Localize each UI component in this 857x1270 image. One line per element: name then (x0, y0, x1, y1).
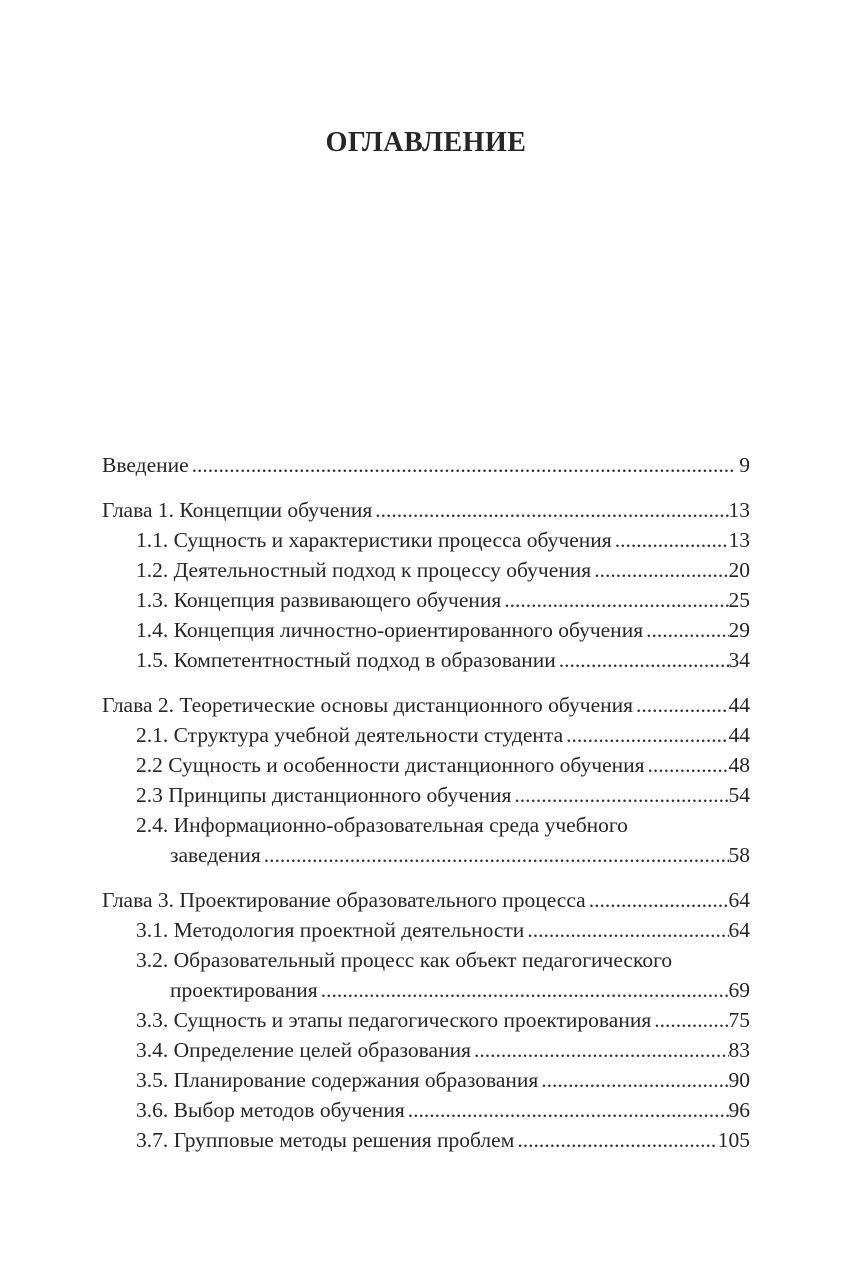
toc-entry: 2.2 Сущность и особенности дистанционног… (102, 750, 750, 780)
dot-leader (517, 1125, 717, 1155)
dot-leader (321, 975, 729, 1005)
toc-entry: 1.1. Сущность и характеристики процесса … (102, 525, 750, 555)
toc-entry-page: 34 (728, 648, 751, 672)
toc-entry-label: 2.3 Принципы дистанционного обучения (136, 783, 512, 807)
dot-leader (654, 1005, 728, 1035)
dot-leader (648, 750, 729, 780)
toc-entry-label: 2.4. Информационно-образовательная среда… (136, 813, 628, 837)
toc-entry-label: Глава 1. Концепции обучения (102, 498, 373, 522)
toc-entry: 1.5. Компетентностный подход в образован… (102, 645, 750, 675)
toc-entry-page: 13 (728, 498, 751, 522)
dot-leader (504, 585, 728, 615)
toc-entry-label: Введение (102, 453, 189, 477)
toc-entry-page: 29 (728, 618, 751, 642)
toc-entry-page: 96 (728, 1098, 751, 1122)
toc-entry-page: 44 (728, 693, 751, 717)
toc-entry-label: 3.2. Образовательный процесс как объект … (136, 948, 673, 972)
dot-leader (594, 555, 728, 585)
toc-entry-page: 64 (728, 888, 751, 912)
dot-leader (192, 450, 734, 480)
table-of-contents: Введение 9 Глава 1. Концепции обучения 1… (102, 450, 750, 1155)
toc-entry-label: Глава 2. Теоретические основы дистанцион… (102, 693, 634, 717)
toc-entry: 3.7. Групповые методы решения проблем 10… (102, 1125, 750, 1155)
toc-entry-page: 83 (728, 1038, 751, 1062)
dot-leader (408, 1095, 729, 1125)
toc-entry-label-continued: проектирования (170, 978, 318, 1002)
toc-entry: 3.5. Планирование содержания образования… (102, 1065, 750, 1095)
toc-entry-label: Глава 3. Проектирование образовательного… (102, 888, 586, 912)
toc-entry-label: 2.1. Структура учебной деятельности студ… (136, 723, 564, 747)
toc-entry: 1.2. Деятельностный подход к процессу об… (102, 555, 750, 585)
toc-entry: 3.3. Сущность и этапы педагогического пр… (102, 1005, 750, 1035)
toc-entry-label: 1.2. Деятельностный подход к процессу об… (136, 558, 592, 582)
page-title: ОГЛАВЛЕНИЕ (325, 127, 527, 158)
toc-entry-label-continued: заведения (170, 843, 261, 867)
toc-entry-page: 69 (728, 978, 751, 1002)
dot-leader (514, 780, 728, 810)
toc-entry: 2.4. Информационно-образовательная среда… (102, 810, 750, 870)
toc-entry-page: 90 (728, 1068, 751, 1092)
toc-entry: Глава 2. Теоретические основы дистанцион… (102, 690, 750, 720)
dot-leader (615, 525, 729, 555)
dot-leader (527, 915, 728, 945)
toc-entry-page: 75 (728, 1008, 751, 1032)
toc-entry-label: 3.6. Выбор методов обучения (136, 1098, 405, 1122)
dot-leader (566, 720, 728, 750)
toc-entry: 2.1. Структура учебной деятельности студ… (102, 720, 750, 750)
toc-entry-label: 1.5. Компетентностный подход в образован… (136, 648, 556, 672)
toc-entry: Глава 1. Концепции обучения 13 (102, 495, 750, 525)
dot-leader (264, 840, 729, 870)
toc-entry-label: 3.5. Планирование содержания образования (136, 1068, 539, 1092)
toc-entry-page: 25 (728, 588, 751, 612)
dot-leader (375, 495, 728, 525)
toc-entry-page: 105 (717, 1128, 750, 1152)
dot-leader (541, 1065, 728, 1095)
toc-entry: 3.4. Определение целей образования 83 (102, 1035, 750, 1065)
toc-entry-page: 64 (728, 918, 751, 942)
toc-entry-page: 58 (728, 843, 751, 867)
toc-entry: 1.3. Концепция развивающего обучения 25 (102, 585, 750, 615)
toc-entry: Введение 9 (102, 450, 750, 480)
dot-leader (646, 615, 728, 645)
toc-entry: 3.1. Методология проектной деятельности … (102, 915, 750, 945)
toc-entry-label: 3.7. Групповые методы решения проблем (136, 1128, 515, 1152)
toc-entry-label: 3.4. Определение целей образования (136, 1038, 471, 1062)
toc-entry-page: 9 (733, 453, 750, 477)
toc-entry: 3.2. Образовательный процесс как объект … (102, 945, 750, 1005)
toc-entry-label: 3.1. Методология проектной деятельности (136, 918, 525, 942)
toc-entry-page: 13 (728, 528, 751, 552)
toc-entry-page: 20 (728, 558, 751, 582)
toc-entry-page: 44 (728, 723, 751, 747)
toc-entry-page: 54 (728, 783, 751, 807)
toc-entry: 1.4. Концепция личностно-ориентированног… (102, 615, 750, 645)
toc-entry-page: 48 (728, 753, 751, 777)
toc-entry: Глава 3. Проектирование образовательного… (102, 885, 750, 915)
toc-entry-label: 3.3. Сущность и этапы педагогического пр… (136, 1008, 652, 1032)
dot-leader (589, 885, 729, 915)
toc-entry-label: 1.3. Концепция развивающего обучения (136, 588, 502, 612)
dot-leader (559, 645, 729, 675)
dot-leader (474, 1035, 729, 1065)
toc-entry: 3.6. Выбор методов обучения 96 (102, 1095, 750, 1125)
toc-entry: 2.3 Принципы дистанционного обучения 54 (102, 780, 750, 810)
toc-entry-label: 2.2 Сущность и особенности дистанционног… (136, 753, 645, 777)
dot-leader (636, 690, 728, 720)
toc-entry-label: 1.4. Концепция личностно-ориентированног… (136, 618, 644, 642)
toc-entry-label: 1.1. Сущность и характеристики процесса … (136, 528, 612, 552)
